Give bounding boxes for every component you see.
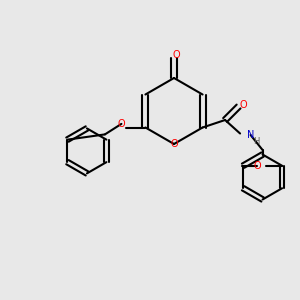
Text: O: O (254, 161, 261, 171)
Text: O: O (172, 50, 180, 61)
Text: O: O (239, 100, 247, 110)
Text: O: O (170, 139, 178, 149)
Text: H: H (254, 136, 260, 146)
Text: N: N (247, 130, 254, 140)
Text: O: O (118, 119, 125, 129)
